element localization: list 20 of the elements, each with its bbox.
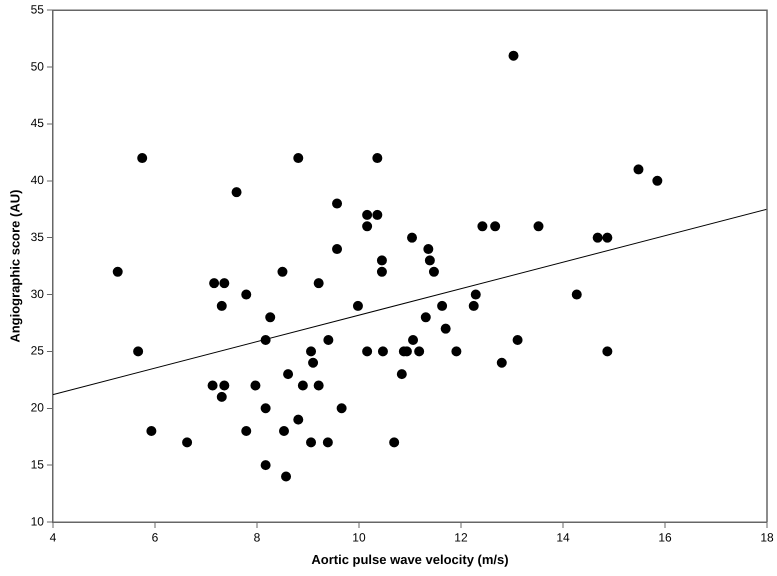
y-tick-label: 25 <box>30 344 44 358</box>
y-tick-label: 20 <box>30 400 44 415</box>
y-tick-label: 15 <box>30 457 44 472</box>
x-tick-label: 14 <box>556 530 570 545</box>
x-tick-label: 12 <box>454 530 468 545</box>
y-tick-label: 10 <box>30 514 44 528</box>
x-tick-label: 4 <box>50 530 57 545</box>
x-tick-label: 6 <box>152 530 159 545</box>
x-tick-label: 8 <box>254 530 261 545</box>
y-tick-label: 40 <box>30 173 44 188</box>
y-tick-label: 35 <box>30 230 44 244</box>
x-tick-label: 18 <box>760 530 774 545</box>
y-tick-label: 50 <box>30 59 44 74</box>
x-axis-title: Aortic pulse wave velocity (m/s) <box>311 552 509 567</box>
y-axis-title: Angiographic score (AU) <box>7 190 22 343</box>
x-tick-label: 16 <box>658 530 672 545</box>
y-tick-label: 45 <box>30 116 44 130</box>
y-tick-label: 30 <box>30 286 44 301</box>
x-tick-label: 10 <box>352 530 366 545</box>
y-tick-label: 55 <box>30 2 44 17</box>
